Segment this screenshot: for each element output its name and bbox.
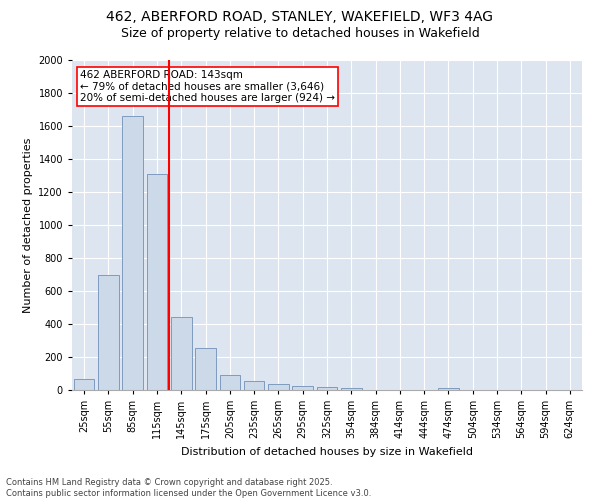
Text: 462, ABERFORD ROAD, STANLEY, WAKEFIELD, WF3 4AG: 462, ABERFORD ROAD, STANLEY, WAKEFIELD, … bbox=[107, 10, 493, 24]
Bar bbox=[220, 375, 240, 390]
Bar bbox=[244, 381, 265, 390]
Bar bbox=[292, 386, 313, 390]
Y-axis label: Number of detached properties: Number of detached properties bbox=[23, 138, 33, 312]
Text: 462 ABERFORD ROAD: 143sqm
← 79% of detached houses are smaller (3,646)
20% of se: 462 ABERFORD ROAD: 143sqm ← 79% of detac… bbox=[80, 70, 335, 103]
Bar bbox=[74, 380, 94, 390]
Text: Size of property relative to detached houses in Wakefield: Size of property relative to detached ho… bbox=[121, 28, 479, 40]
Bar bbox=[195, 348, 216, 390]
Bar bbox=[438, 388, 459, 390]
Bar bbox=[122, 116, 143, 390]
Bar bbox=[171, 318, 191, 390]
Bar bbox=[341, 388, 362, 390]
X-axis label: Distribution of detached houses by size in Wakefield: Distribution of detached houses by size … bbox=[181, 446, 473, 456]
Bar bbox=[317, 386, 337, 390]
Bar bbox=[268, 384, 289, 390]
Text: Contains HM Land Registry data © Crown copyright and database right 2025.
Contai: Contains HM Land Registry data © Crown c… bbox=[6, 478, 371, 498]
Bar bbox=[98, 274, 119, 390]
Bar bbox=[146, 174, 167, 390]
